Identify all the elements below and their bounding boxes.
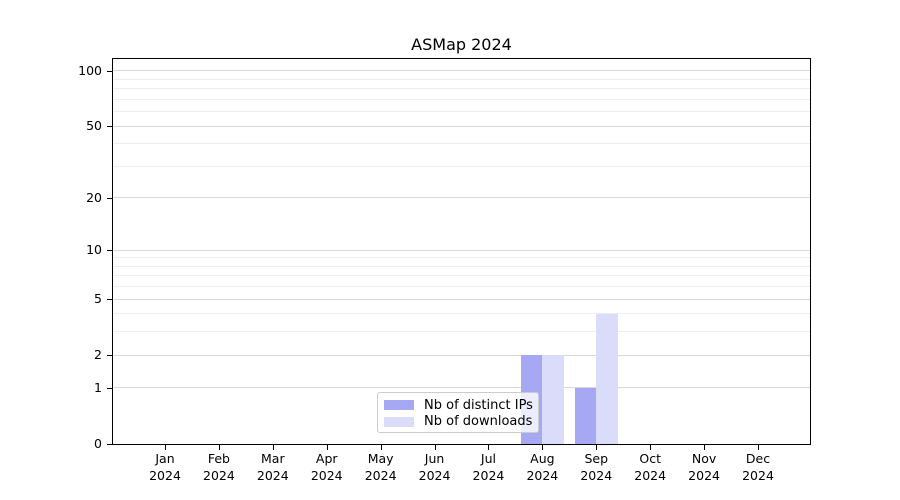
x-axis-tick-aug	[542, 445, 544, 450]
gridline-minor-y-70	[113, 98, 810, 100]
gridline-minor-y-6	[113, 286, 810, 288]
gridline-major-y-50	[113, 125, 810, 127]
y-tick-label-20: 20	[86, 189, 102, 205]
legend-label-downloads: Nb of downloads	[424, 414, 533, 430]
gridline-major-y-2	[113, 354, 810, 356]
y-axis-tick-2	[107, 355, 113, 357]
x-axis-tick-nov	[704, 445, 706, 450]
x-tick-year-jul: 2024	[472, 467, 505, 483]
bar-nb-of-downloads-sep	[596, 313, 618, 444]
y-tick-label-2: 2	[94, 347, 102, 363]
x-tick-label-oct: Oct 2024	[618, 451, 682, 484]
gridline-minor-y-80	[113, 88, 810, 90]
gridline-major-y-5	[113, 298, 810, 300]
x-tick-month-aug: Aug	[530, 451, 555, 466]
gridline-major-y-100	[113, 70, 810, 72]
x-axis-tick-jan	[165, 445, 166, 450]
x-tick-month-jan: Jan	[155, 451, 175, 466]
x-tick-year-nov: 2024	[688, 467, 720, 483]
x-tick-label-apr: Apr 2024	[295, 451, 359, 484]
y-axis-tick-10	[107, 250, 113, 252]
gridline-major-y-10	[113, 249, 810, 251]
x-tick-month-jun: Jun	[424, 451, 445, 466]
gridline-minor-y-30	[113, 165, 810, 167]
legend-swatch-distinct-ips	[384, 400, 414, 411]
x-tick-label-nov: Nov 2024	[672, 451, 736, 484]
x-axis-tick-oct	[650, 445, 652, 450]
legend-swatch-downloads	[384, 416, 414, 427]
x-tick-year-jan: 2024	[149, 467, 181, 483]
x-tick-label-mar: Mar 2024	[241, 451, 305, 484]
legend-label-distinct-ips: Nb of distinct IPs	[424, 397, 533, 413]
y-axis-tick-50	[107, 126, 113, 128]
legend: Nb of distinct IPs Nb of downloads	[377, 392, 539, 433]
x-axis-tick-mar	[272, 445, 274, 450]
legend-item-distinct-ips: Nb of distinct IPs	[384, 397, 538, 414]
x-tick-year-sep: 2024	[580, 467, 613, 483]
x-tick-year-dec: 2024	[742, 467, 774, 483]
y-axis-tick-1	[107, 387, 113, 389]
x-tick-year-jun: 2024	[418, 467, 451, 483]
x-tick-label-jul: Jul 2024	[456, 451, 520, 484]
gridline-minor-y-4	[113, 313, 810, 315]
bar-nb-of-downloads-aug	[542, 355, 564, 444]
x-tick-year-may: 2024	[364, 467, 397, 483]
x-tick-month-feb: Feb	[207, 451, 230, 466]
x-axis-tick-jun	[434, 445, 436, 450]
gridline-major-y-1	[113, 387, 810, 389]
gridline-minor-y-90	[113, 78, 810, 80]
y-tick-label-1: 1	[94, 379, 102, 395]
gridline-minor-y-3	[113, 331, 810, 333]
x-axis-tick-jul	[488, 445, 490, 450]
y-tick-label-0: 0	[94, 436, 102, 451]
gridline-minor-y-8	[113, 265, 810, 267]
x-tick-label-sep: Sep 2024	[564, 451, 628, 484]
x-tick-month-nov: Nov	[691, 451, 717, 466]
x-tick-label-jun: Jun 2024	[403, 451, 467, 484]
y-tick-label-100: 100	[78, 62, 102, 78]
x-tick-year-oct: 2024	[634, 467, 667, 483]
x-tick-label-may: May 2024	[349, 451, 413, 484]
x-tick-month-oct: Oct	[639, 451, 661, 466]
x-tick-year-mar: 2024	[256, 467, 289, 483]
x-tick-month-apr: Apr	[315, 451, 338, 466]
x-tick-year-feb: 2024	[203, 467, 235, 483]
x-axis-tick-apr	[326, 445, 328, 450]
x-axis-tick-may	[380, 445, 382, 450]
x-tick-label-feb: Feb 2024	[187, 451, 251, 484]
x-axis-tick-feb	[218, 445, 220, 450]
y-tick-label-50: 50	[86, 118, 102, 134]
y-axis-tick-0	[107, 444, 113, 445]
x-tick-month-dec: Dec	[745, 451, 771, 466]
x-tick-month-jul: Jul	[480, 451, 496, 466]
gridline-minor-y-9	[113, 257, 810, 259]
x-tick-year-apr: 2024	[310, 467, 343, 483]
y-axis-tick-100	[107, 70, 113, 72]
gridline-minor-y-60	[113, 111, 810, 113]
x-tick-month-mar: Mar	[261, 451, 285, 466]
x-tick-label-aug: Aug 2024	[510, 451, 574, 484]
x-axis-tick-sep	[596, 445, 598, 450]
x-tick-month-may: May	[367, 451, 394, 466]
x-axis-tick-dec	[758, 445, 759, 450]
y-tick-label-5: 5	[94, 291, 102, 307]
x-tick-label-dec: Dec 2024	[726, 451, 790, 484]
y-tick-label-10: 10	[86, 242, 102, 258]
y-axis-tick-20	[107, 197, 113, 199]
chart-title: ASMap 2024	[411, 35, 512, 54]
plot-area: Nb of distinct IPs Nb of downloads	[113, 59, 810, 444]
gridline-minor-y-7	[113, 275, 810, 277]
x-tick-month-sep: Sep	[584, 451, 609, 466]
bar-nb-of-distinct-ips-sep	[574, 387, 597, 444]
gridline-major-y-20	[113, 197, 810, 199]
y-axis-tick-5	[107, 299, 113, 301]
x-tick-label-jan: Jan 2024	[133, 451, 197, 484]
x-tick-year-aug: 2024	[526, 467, 559, 483]
gridline-minor-y-40	[113, 143, 810, 145]
legend-item-downloads: Nb of downloads	[384, 414, 538, 431]
